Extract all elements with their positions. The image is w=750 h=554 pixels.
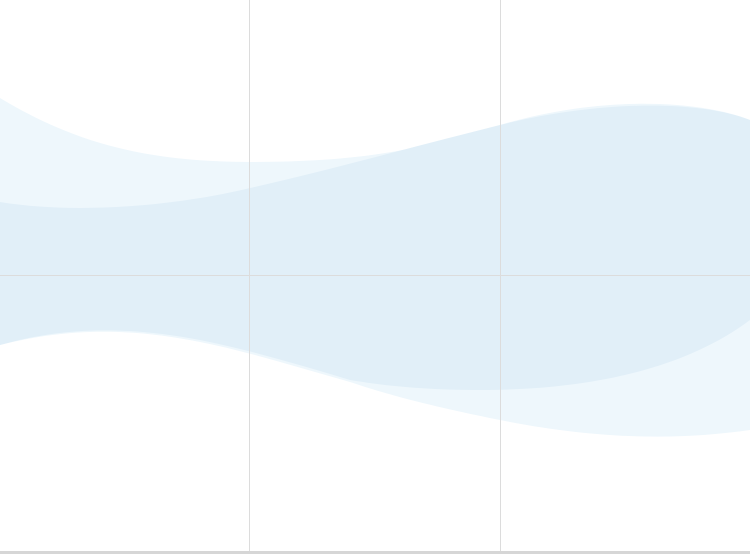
front-wave-band — [0, 105, 750, 390]
bottom-border — [0, 551, 750, 554]
